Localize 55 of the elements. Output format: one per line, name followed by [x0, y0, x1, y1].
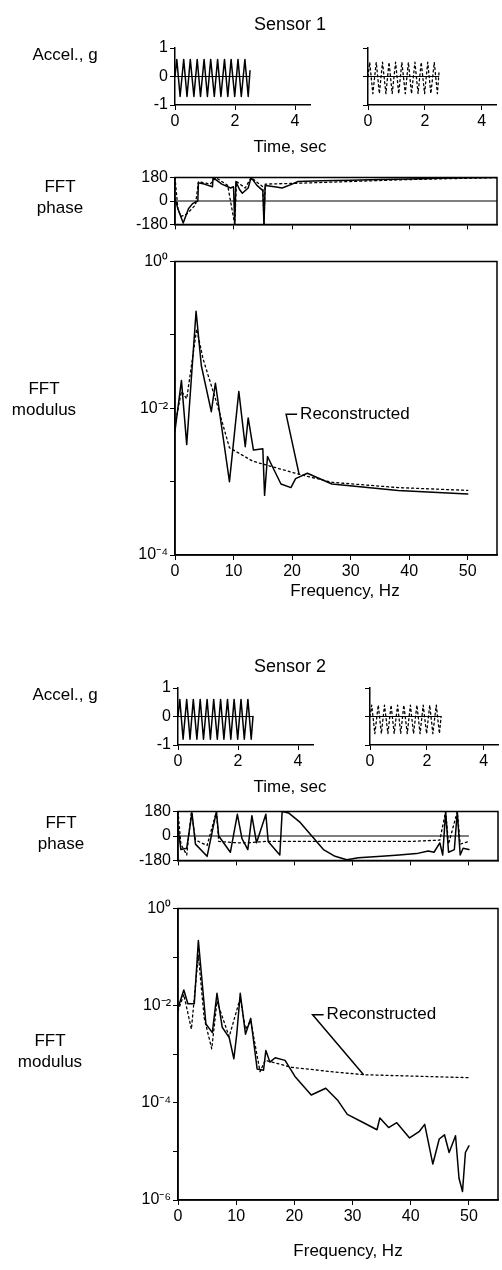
annotation: Reconstructed [326, 1004, 437, 1024]
x-tick-label: 0 [173, 752, 183, 770]
y-tick-label: -180 [138, 850, 172, 868]
chart-title: Sensor 1 [252, 14, 327, 35]
x-tick-label: 0 [365, 752, 375, 770]
x-tick-label: 4 [479, 752, 489, 770]
y-tick-label: -1 [153, 95, 169, 113]
y-tick-label: 10⁻⁴ [138, 545, 169, 563]
y-tick-label: 1 [162, 678, 172, 696]
y-tick-label: 180 [141, 168, 169, 186]
y-tick-label: 0 [162, 706, 172, 724]
x-tick-label: 50 [460, 1207, 478, 1225]
y-axis-title: FFT phase [36, 812, 86, 854]
y-axis-title: FFT modulus [10, 378, 78, 420]
x-tick-label: 40 [401, 1207, 420, 1225]
x-tick-label: 50 [458, 562, 477, 580]
x-tick-label: 2 [233, 752, 243, 770]
x-axis-title: Time, sec [252, 776, 328, 797]
y-tick-label: 180 [144, 802, 172, 820]
y-tick-label: 10⁰ [147, 899, 171, 917]
y-tick-label: 1 [159, 38, 169, 56]
y-tick-label: -180 [135, 214, 169, 232]
annotation: Reconstructed [300, 403, 410, 423]
y-tick-label: 0 [159, 191, 169, 209]
x-tick-label: 20 [283, 562, 302, 580]
x-axis-title: Frequency, Hz [292, 1240, 404, 1261]
y-tick-label: 10⁰ [144, 252, 168, 270]
x-axis-title: Time, sec [252, 136, 328, 157]
x-tick-label: 20 [285, 1207, 304, 1225]
y-tick-label: 10⁻⁶ [141, 1190, 171, 1208]
y-axis-title: Accel., g [32, 684, 98, 705]
y-tick-label: 10⁻² [142, 996, 172, 1014]
x-tick-label: 10 [224, 562, 243, 580]
y-tick-label: 0 [159, 66, 169, 84]
x-tick-label: 30 [341, 562, 360, 580]
y-axis-title: FFT phase [35, 176, 85, 218]
x-tick-label: 4 [477, 112, 487, 130]
x-tick-label: 2 [420, 112, 430, 130]
y-axis-title: Accel., g [32, 44, 98, 65]
x-tick-label: 0 [363, 112, 373, 130]
x-tick-label: 2 [422, 752, 432, 770]
chart-title: Sensor 2 [252, 656, 327, 677]
y-tick-label: 0 [162, 826, 172, 844]
x-tick-label: 4 [290, 112, 300, 130]
y-tick-label: 10⁻² [139, 398, 169, 416]
y-tick-label: -1 [156, 735, 172, 753]
y-tick-label: 10⁻⁴ [141, 1093, 172, 1111]
y-axis-title: FFT modulus [16, 1030, 84, 1072]
x-axis-title: Frequency, Hz [289, 580, 401, 601]
x-tick-label: 4 [293, 752, 303, 770]
x-tick-label: 40 [400, 562, 419, 580]
x-tick-label: 2 [230, 112, 240, 130]
x-tick-label: 30 [343, 1207, 362, 1225]
x-tick-label: 0 [173, 1207, 183, 1225]
x-tick-label: 10 [227, 1207, 246, 1225]
